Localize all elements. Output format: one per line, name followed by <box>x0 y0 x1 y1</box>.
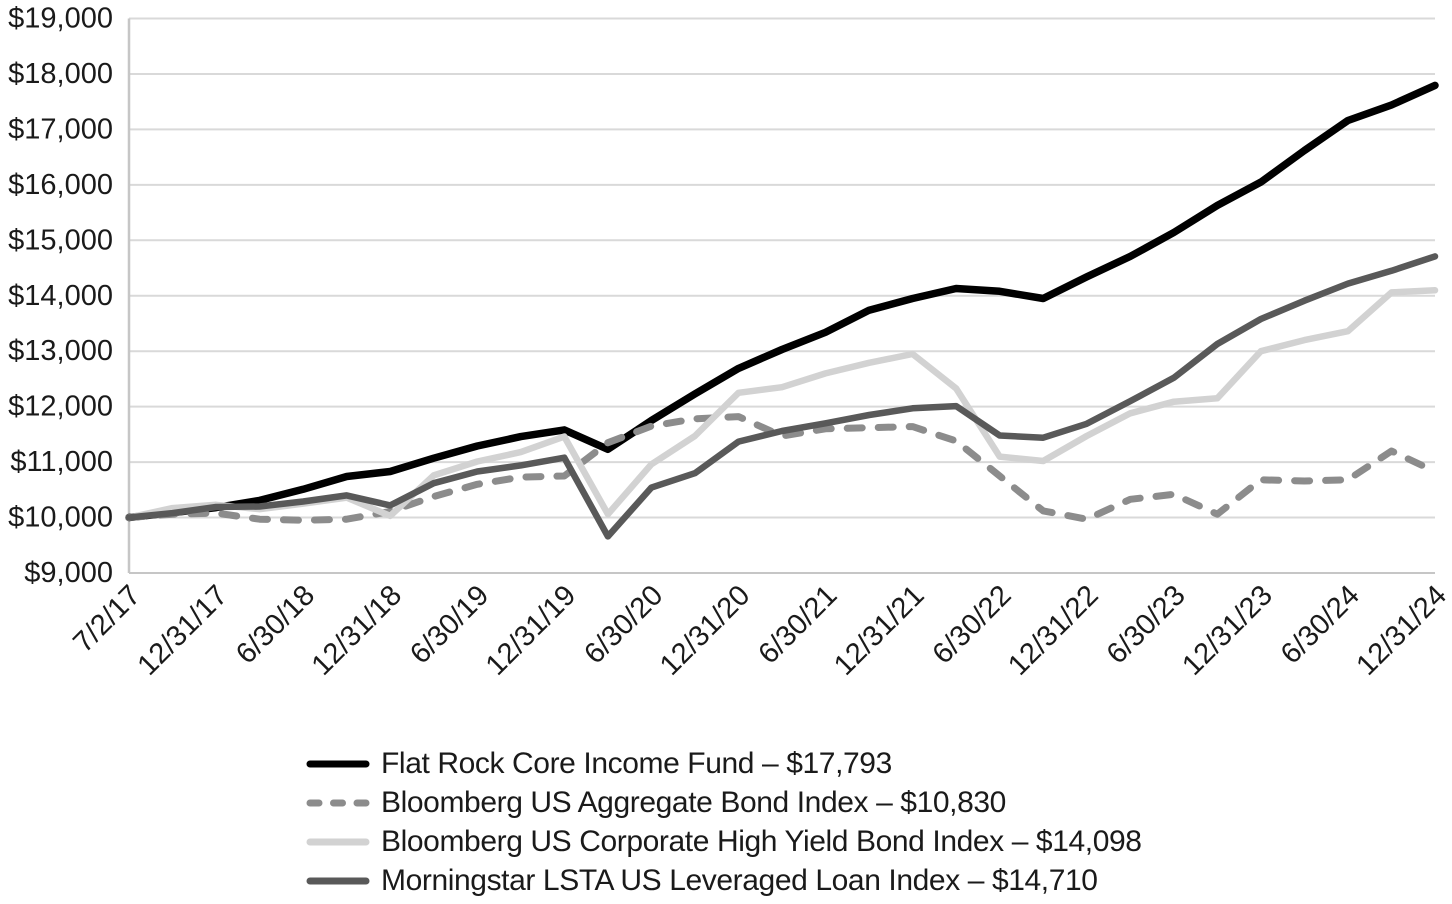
legend-item-morningstar-lsta-us-leveraged-loan-index: Morningstar LSTA US Leveraged Loan Index… <box>305 861 1142 900</box>
legend-label: Bloomberg US Aggregate Bond Index – $10,… <box>381 785 1006 819</box>
y-axis-label: $10,000 <box>8 502 113 534</box>
legend-label: Morningstar LSTA US Leveraged Loan Index… <box>381 863 1098 897</box>
y-axis-label: $9,000 <box>24 557 113 589</box>
y-axis-label: $14,000 <box>8 280 113 312</box>
y-axis-label: $16,000 <box>8 169 113 201</box>
y-axis-label: $13,000 <box>8 335 113 367</box>
legend-item-bloomberg-us-corporate-high-yield-bond-index: Bloomberg US Corporate High Yield Bond I… <box>305 822 1142 861</box>
x-axis-label: 12/31/21 <box>828 579 930 681</box>
x-axis-label: 12/31/19 <box>480 579 582 681</box>
x-axis-label: 7/2/17 <box>67 579 147 659</box>
chart-legend: Flat Rock Core Income Fund – $17,793 Blo… <box>305 744 1142 900</box>
x-axis-label: 12/31/17 <box>132 579 234 681</box>
legend-line-sample-dashed-gray <box>306 799 370 806</box>
series-line-flat-rock-core-income-fund <box>125 81 1439 522</box>
legend-item-bloomberg-us-aggregate-bond-index: Bloomberg US Aggregate Bond Index – $10,… <box>305 783 1142 822</box>
y-axis-label: $15,000 <box>8 224 113 256</box>
legend-line-sample-solid-black <box>306 760 370 767</box>
series-line-bloomberg-us-aggregate-bond-index <box>125 413 1439 524</box>
legend-line-sample-solid-lightgray <box>306 838 370 845</box>
x-axis-label: 12/31/23 <box>1176 579 1278 681</box>
x-axis-label: 12/31/20 <box>654 579 756 681</box>
y-axis-label: $12,000 <box>8 391 113 423</box>
legend-label: Flat Rock Core Income Fund – $17,793 <box>381 746 892 780</box>
legend-label: Bloomberg US Corporate High Yield Bond I… <box>381 824 1142 858</box>
x-axis-label: 12/31/18 <box>306 579 408 681</box>
y-axis-label: $17,000 <box>8 113 113 145</box>
y-axis-label: $11,000 <box>10 446 113 478</box>
legend-item-flat-rock-core-income-fund: Flat Rock Core Income Fund – $17,793 <box>305 744 1142 783</box>
y-axis-label: $18,000 <box>8 58 113 90</box>
series-line-morningstar-lsta-us-leveraged-loan-index <box>125 253 1439 540</box>
x-axis-label: 12/31/22 <box>1002 579 1104 681</box>
legend-line-sample-solid-darkgray <box>306 877 370 884</box>
x-axis-label: 12/31/24 <box>1350 579 1452 681</box>
y-axis-label: $19,000 <box>8 3 113 35</box>
